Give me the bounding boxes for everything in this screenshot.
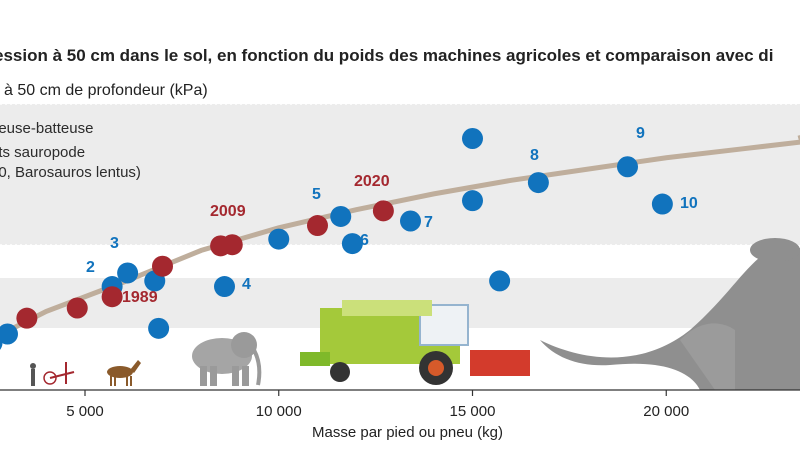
red-data-point xyxy=(307,215,328,237)
blue-data-point xyxy=(214,276,235,298)
blue-data-point xyxy=(651,193,673,215)
blue-data-point xyxy=(330,205,352,227)
blue-data-point xyxy=(617,156,638,178)
blue-data-point xyxy=(0,323,18,345)
blue-data-point xyxy=(489,270,511,292)
blue-data-point xyxy=(268,228,290,250)
point-label: 4 xyxy=(242,276,251,293)
red-data-point xyxy=(152,255,173,277)
blue-data-point xyxy=(400,210,421,232)
human-plough-silhouette xyxy=(30,362,75,386)
red-data-point xyxy=(101,286,123,308)
elephant-silhouette xyxy=(192,332,262,386)
blue-data-point xyxy=(117,262,139,284)
combine-harvester-silhouette xyxy=(300,300,530,385)
point-label: 9 xyxy=(636,125,645,142)
blue-data-point xyxy=(527,172,549,194)
x-axis-label: Masse par pied ou pneu (kg) xyxy=(312,424,503,441)
x-tick-label: 20 000 xyxy=(643,403,689,420)
point-label: 5 xyxy=(312,186,321,203)
blue-data-point xyxy=(462,190,483,212)
x-tick-label: 5 000 xyxy=(66,403,104,420)
point-label: 7 xyxy=(424,214,433,231)
y-axis-label: l à 50 cm de profondeur (kPa) xyxy=(0,82,208,99)
legend: neuse-batteuse nts sauropode 10, Barosau… xyxy=(0,112,200,208)
red-data-point xyxy=(372,200,394,222)
legend-item-3: 10, Barosauros lentus) xyxy=(0,164,141,181)
red-data-point xyxy=(221,234,243,256)
point-label: 2020 xyxy=(354,173,390,190)
blue-data-point xyxy=(462,128,483,150)
point-label: 2 xyxy=(86,259,95,276)
blue-data-point xyxy=(148,317,170,339)
horse-silhouette xyxy=(107,360,141,386)
point-label: 1989 xyxy=(122,289,158,306)
point-label: 3 xyxy=(110,235,119,252)
x-tick-label: 10 000 xyxy=(256,403,302,420)
blue-data-point xyxy=(341,233,363,255)
x-tick-label: 15 000 xyxy=(450,403,496,420)
sauropod-silhouette xyxy=(540,238,800,390)
silhouettes-layer xyxy=(30,238,800,390)
point-label: 6 xyxy=(360,232,369,249)
red-data-point xyxy=(66,297,88,319)
point-label: 10 xyxy=(680,195,698,212)
red-data-point xyxy=(16,307,38,329)
chart-title: ession à 50 cm dans le sol, en fonction … xyxy=(0,46,774,65)
legend-item-1: neuse-batteuse xyxy=(0,120,94,137)
legend-item-2: nts sauropode xyxy=(0,144,86,161)
point-label: 2009 xyxy=(210,203,246,220)
point-label: 8 xyxy=(530,147,539,164)
